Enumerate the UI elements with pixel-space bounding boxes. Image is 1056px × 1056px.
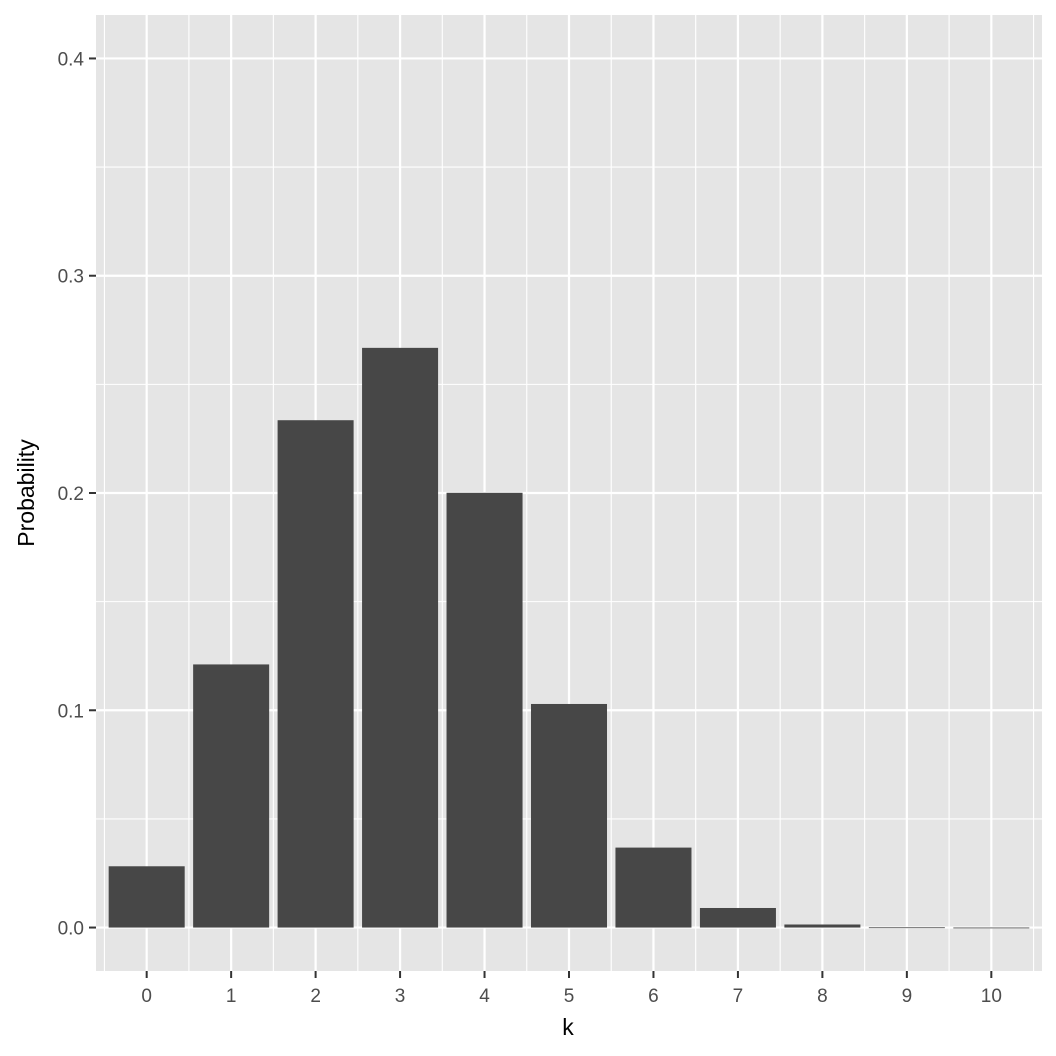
y-tick-label: 0.1 [58, 701, 84, 722]
bar-k-1 [193, 664, 270, 928]
bar-k-5 [530, 703, 608, 928]
y-axis-title: Probability [13, 439, 39, 547]
x-tick-label: 5 [564, 986, 575, 1007]
bar-k-4 [446, 492, 523, 928]
x-tick-label: 7 [733, 986, 744, 1007]
bar-k-6 [615, 847, 692, 928]
bar-k-0 [108, 866, 185, 928]
y-tick-label: 0.3 [58, 267, 84, 288]
bars [108, 347, 1030, 929]
bar-k-3 [362, 347, 439, 928]
bar-k-9 [868, 927, 945, 929]
y-tick-label: 0.4 [58, 49, 85, 70]
x-tick-label: 10 [981, 986, 1002, 1007]
bar-k-10 [953, 927, 1030, 929]
x-tick-label: 9 [902, 986, 913, 1007]
x-axis-title: k [562, 1014, 574, 1040]
y-tick-label: 0.2 [58, 484, 84, 505]
x-tick-label: 4 [479, 986, 490, 1007]
x-tick-label: 0 [141, 986, 152, 1007]
y-tick-label: 0.0 [58, 919, 84, 940]
bar-k-2 [277, 420, 354, 928]
x-tick-label: 3 [395, 986, 406, 1007]
x-tick-label: 6 [648, 986, 659, 1007]
x-axis: 0 1 2 3 4 5 6 7 8 9 10 [141, 971, 1002, 1007]
bar-k-8 [784, 924, 861, 928]
y-axis: 0.0 0.1 0.2 0.3 0.4 [58, 49, 96, 940]
x-tick-label: 8 [817, 986, 828, 1007]
x-tick-label: 1 [226, 986, 237, 1007]
bar-k-7 [699, 907, 776, 928]
x-tick-label: 2 [310, 986, 321, 1007]
